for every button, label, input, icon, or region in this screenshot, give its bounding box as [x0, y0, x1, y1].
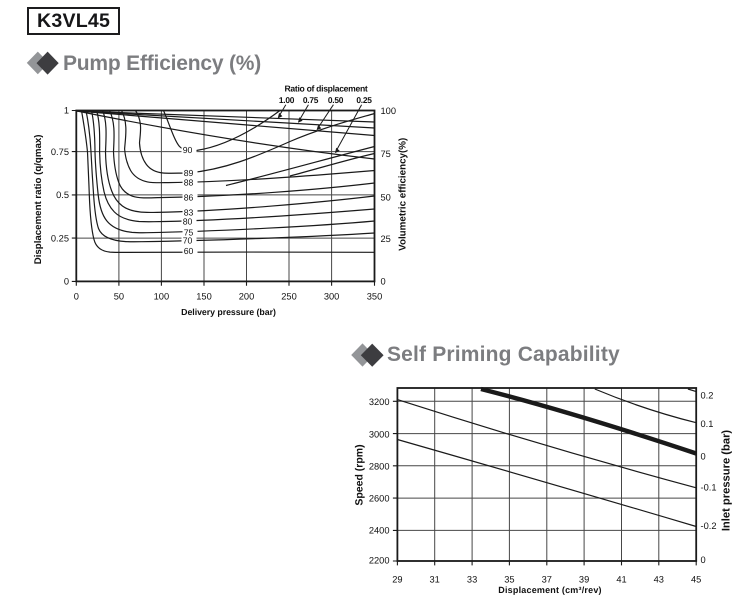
svg-text:0.50: 0.50: [328, 95, 344, 105]
svg-text:29: 29: [392, 574, 402, 584]
svg-text:0.2: 0.2: [701, 390, 714, 400]
svg-text:350: 350: [367, 291, 383, 301]
svg-text:39: 39: [579, 574, 589, 584]
svg-text:0.1: 0.1: [701, 419, 714, 429]
svg-text:60: 60: [184, 246, 194, 256]
svg-text:31: 31: [430, 574, 440, 584]
svg-text:2600: 2600: [369, 494, 390, 504]
svg-text:89: 89: [184, 168, 194, 178]
svg-text:0: 0: [381, 277, 386, 287]
svg-text:0: 0: [701, 452, 706, 462]
svg-text:100: 100: [154, 291, 170, 301]
svg-text:Displacement (cm³/rev): Displacement (cm³/rev): [498, 585, 601, 595]
svg-text:43: 43: [654, 574, 664, 584]
svg-text:35: 35: [504, 574, 514, 584]
svg-text:70: 70: [183, 235, 193, 245]
svg-text:250: 250: [281, 291, 297, 301]
svg-text:25: 25: [381, 234, 391, 244]
svg-text:Inlet pressure (bar): Inlet pressure (bar): [720, 430, 732, 532]
svg-text:88: 88: [184, 177, 194, 187]
svg-text:0.25: 0.25: [356, 95, 372, 105]
svg-text:2800: 2800: [369, 462, 390, 472]
svg-text:0.25: 0.25: [51, 233, 69, 243]
svg-text:75: 75: [184, 227, 194, 237]
svg-text:37: 37: [542, 574, 552, 584]
svg-text:1: 1: [64, 106, 69, 116]
svg-text:3000: 3000: [369, 430, 390, 440]
svg-text:Volumetric efficiency(%): Volumetric efficiency(%): [398, 138, 409, 251]
svg-text:2200: 2200: [369, 556, 390, 566]
svg-text:2400: 2400: [369, 526, 390, 536]
svg-text:50: 50: [114, 291, 124, 301]
svg-text:83: 83: [184, 207, 194, 217]
svg-text:100: 100: [381, 106, 397, 116]
svg-text:Ratio of displacement: Ratio of displacement: [285, 84, 368, 94]
svg-text:0.5: 0.5: [56, 190, 69, 200]
svg-text:90: 90: [183, 145, 193, 155]
svg-text:200: 200: [239, 291, 255, 301]
svg-text:Delivery pressure (bar): Delivery pressure (bar): [181, 307, 276, 317]
svg-text:-0.1: -0.1: [701, 483, 717, 493]
svg-text:75: 75: [381, 149, 391, 159]
svg-text:86: 86: [184, 192, 194, 202]
svg-text:45: 45: [691, 574, 701, 584]
svg-text:0: 0: [64, 277, 69, 287]
svg-text:80: 80: [183, 216, 193, 226]
svg-text:33: 33: [467, 574, 477, 584]
svg-text:0: 0: [74, 291, 79, 301]
svg-text:0.75: 0.75: [51, 147, 69, 157]
svg-text:0: 0: [701, 555, 706, 565]
svg-text:150: 150: [196, 291, 212, 301]
svg-text:1.00: 1.00: [279, 95, 295, 105]
svg-text:50: 50: [381, 193, 391, 203]
svg-text:41: 41: [616, 574, 626, 584]
svg-text:0.75: 0.75: [303, 95, 319, 105]
svg-text:3200: 3200: [369, 397, 390, 407]
svg-text:300: 300: [324, 291, 340, 301]
svg-text:Displacement ratio (q/qmax): Displacement ratio (q/qmax): [33, 135, 44, 265]
svg-text:-0.2: -0.2: [701, 521, 717, 531]
svg-text:Speed (rpm): Speed (rpm): [354, 444, 366, 505]
